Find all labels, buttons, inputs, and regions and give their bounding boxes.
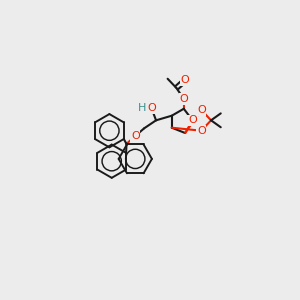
Text: H: H xyxy=(138,103,146,113)
Text: O: O xyxy=(197,105,206,115)
Text: O: O xyxy=(197,126,206,136)
Text: O: O xyxy=(179,94,188,104)
Text: O: O xyxy=(181,75,189,85)
Text: O: O xyxy=(131,131,140,141)
Text: O: O xyxy=(147,103,156,113)
Text: O: O xyxy=(188,115,197,125)
